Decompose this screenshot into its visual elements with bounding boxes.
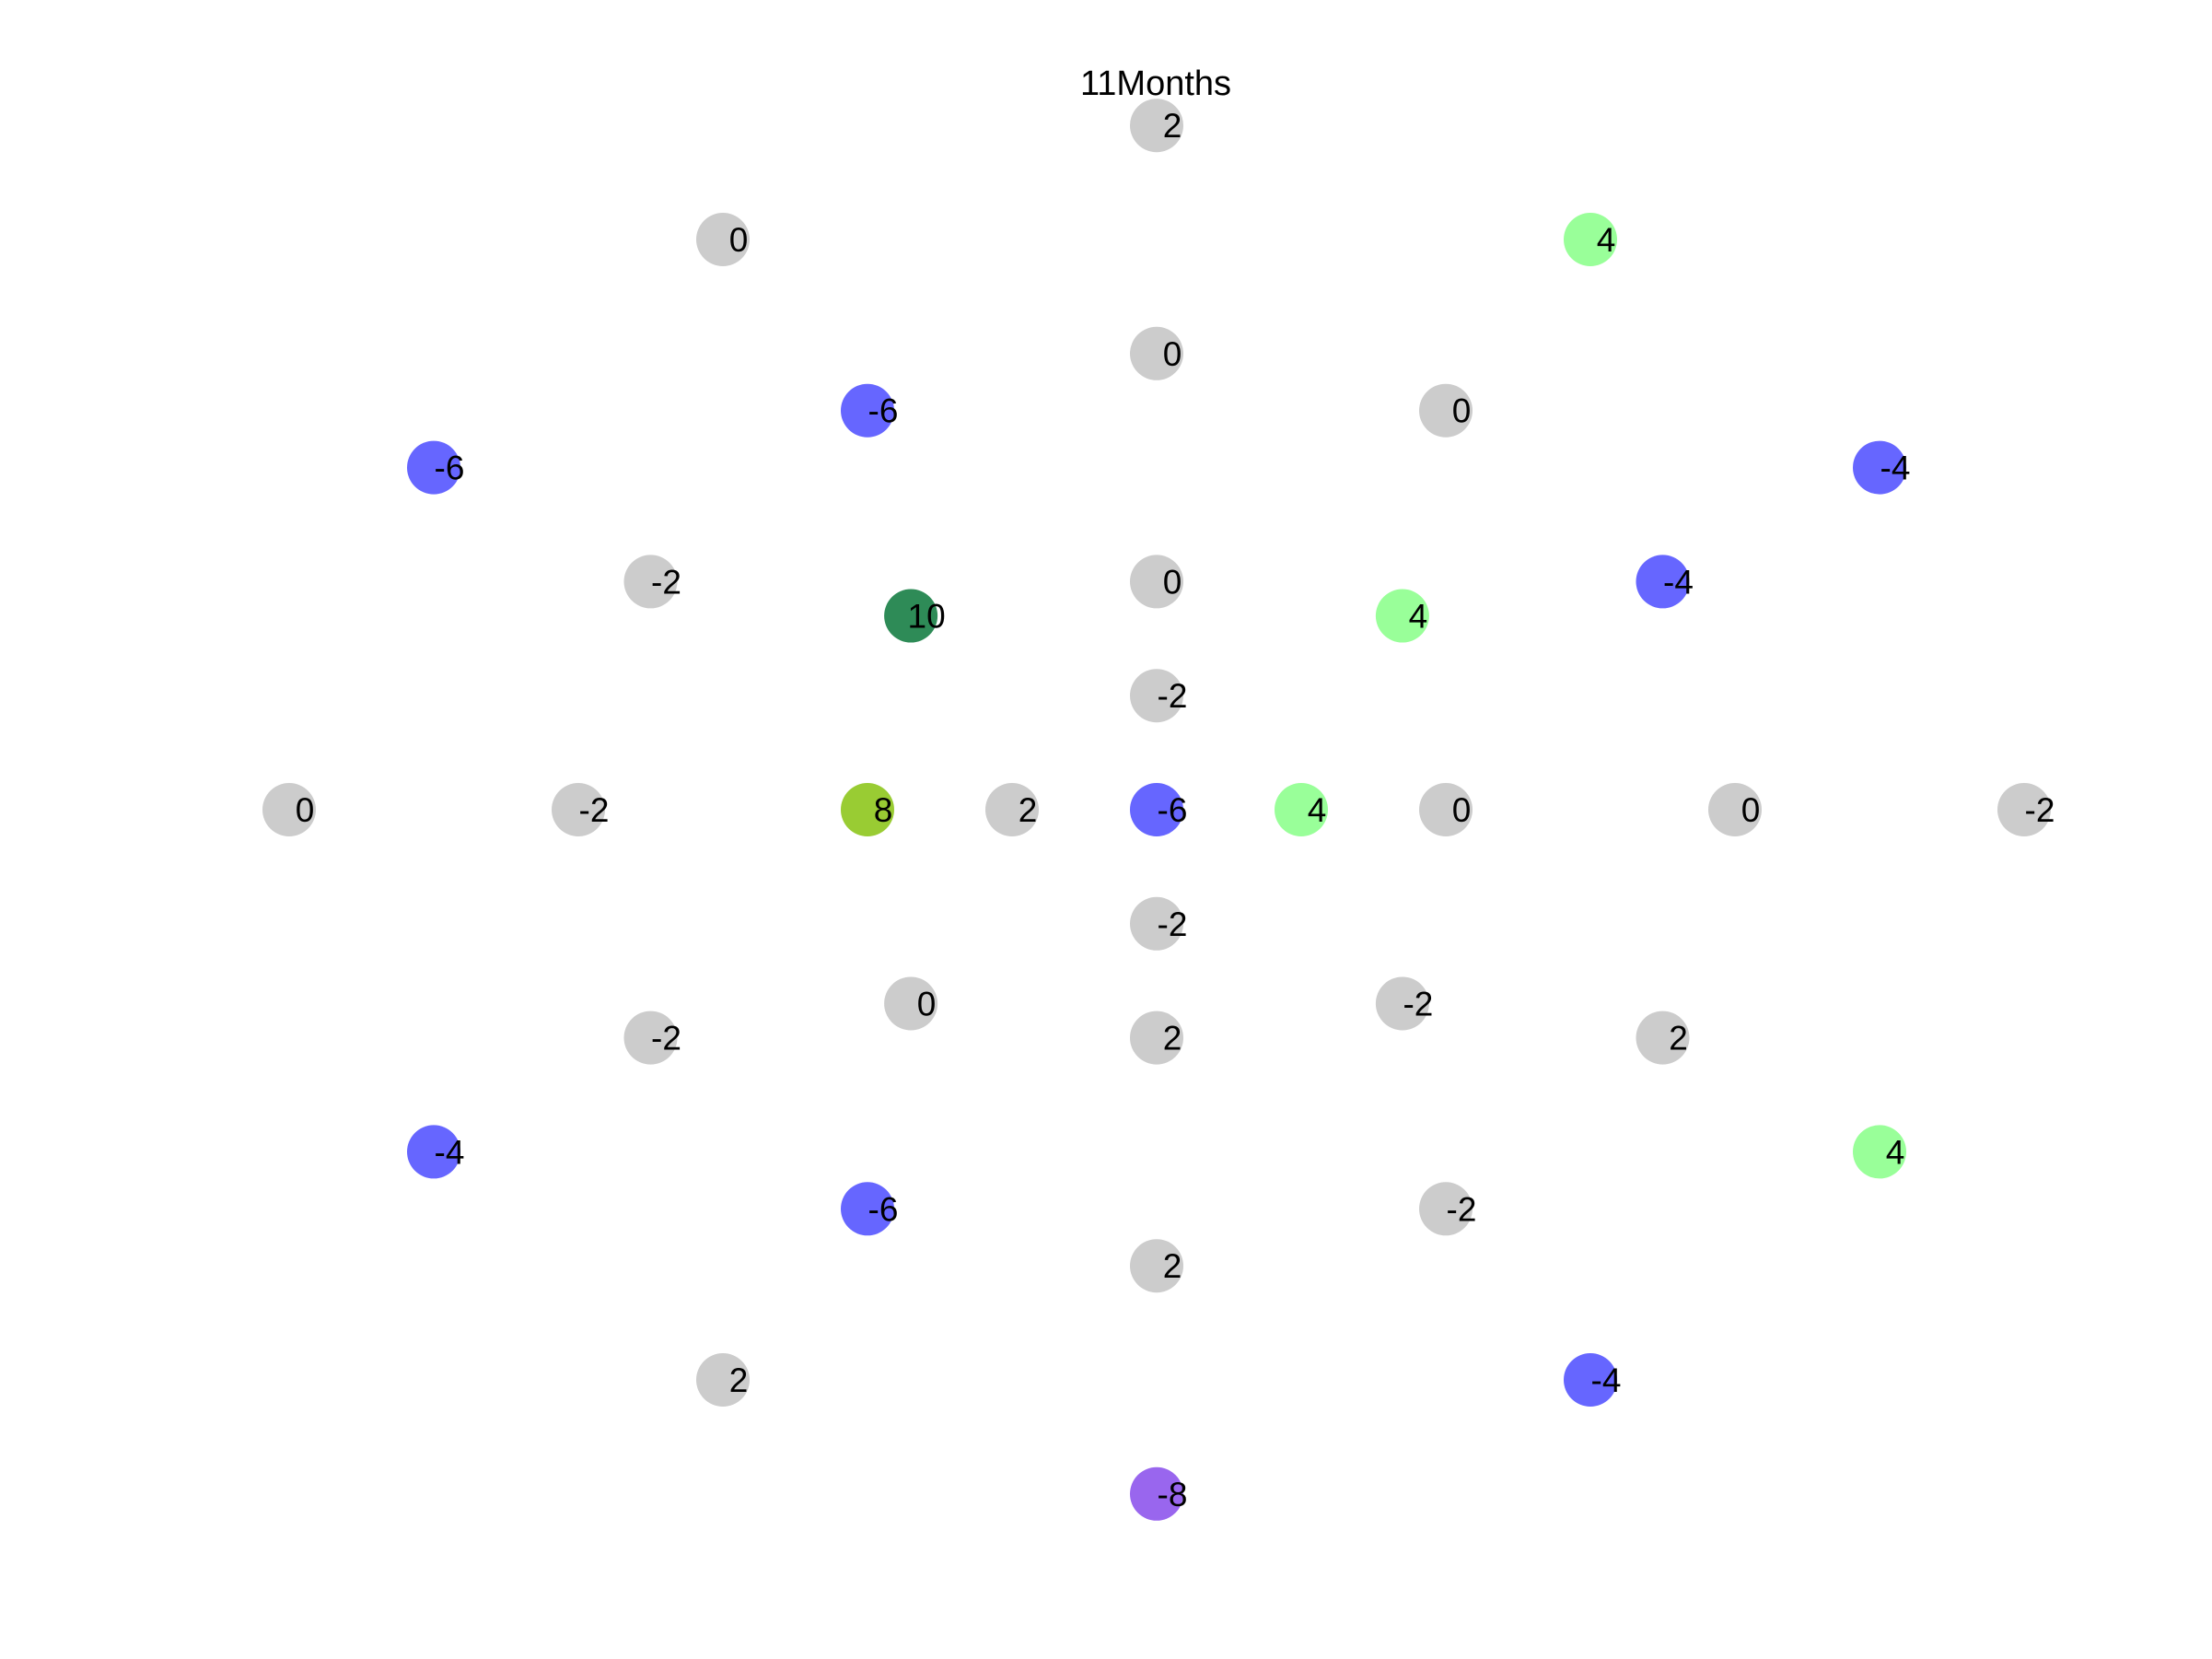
point-marker-33 [1130,1239,1183,1293]
point-label-9: 0 [1163,563,1182,601]
point-marker-5 [1419,383,1473,438]
point-marker-19 [1275,783,1328,836]
point-marker-30 [1853,1125,1906,1179]
point-marker-9 [1130,555,1183,609]
point-label-30: 4 [1886,1133,1905,1171]
point-marker-0 [1130,99,1183,153]
point-marker-17 [985,783,1039,836]
point-label-5: 0 [1452,392,1472,430]
point-marker-11 [884,589,938,643]
point-label-15: -2 [579,791,610,829]
point-marker-10 [1636,555,1690,609]
point-label-24: 0 [917,985,937,1022]
chart-title: 11Months [1080,64,1231,103]
point-label-23: -2 [1158,905,1188,943]
point-label-27: 2 [1163,1020,1182,1057]
point-marker-25 [1375,976,1429,1031]
point-label-12: 4 [1409,598,1428,636]
point-marker-35 [1564,1353,1617,1407]
point-label-35: -4 [1591,1361,1622,1399]
point-marker-36 [1130,1466,1183,1521]
point-label-6: -6 [435,450,465,487]
point-marker-14 [262,783,316,836]
point-marker-20 [1419,783,1473,836]
point-label-20: 0 [1452,791,1472,829]
point-marker-3 [1130,326,1183,380]
point-label-25: -2 [1403,985,1433,1022]
point-label-1: 0 [729,221,749,259]
points-layer: 2 0 4 0 -6 0 -6 -4 -2 0 -4 10 4 -2 0 -2 8 2 -6 4 0 0 -2 -2 0 -2 -2… [262,99,2055,1521]
point-label-17: 2 [1019,791,1038,829]
point-label-16: 8 [874,791,893,829]
point-label-8: -2 [651,563,681,601]
point-label-22: -2 [2025,791,2055,829]
point-label-31: -6 [868,1190,899,1228]
point-marker-26 [623,1011,678,1065]
point-label-33: 2 [1163,1247,1182,1285]
point-label-19: 4 [1308,791,1327,829]
point-marker-31 [841,1182,894,1236]
point-label-28: 2 [1669,1020,1688,1057]
point-label-21: 0 [1741,791,1761,829]
point-marker-29 [407,1125,460,1179]
point-label-32: -2 [1447,1190,1477,1228]
point-label-18: -6 [1158,791,1188,829]
point-label-2: 4 [1597,221,1616,259]
point-label-26: -2 [651,1020,681,1057]
point-marker-7 [1853,440,1906,495]
point-marker-15 [552,783,605,836]
point-marker-8 [623,555,678,609]
point-marker-2 [1564,213,1617,266]
point-marker-34 [696,1353,750,1407]
point-label-14: 0 [296,791,315,829]
point-marker-13 [1130,669,1183,723]
point-label-29: -4 [435,1133,465,1171]
point-marker-32 [1419,1182,1473,1236]
point-marker-4 [841,383,894,438]
point-marker-22 [1997,783,2051,836]
point-label-10: -4 [1663,563,1694,601]
point-marker-28 [1636,1011,1690,1065]
point-marker-18 [1130,783,1183,836]
point-marker-27 [1130,1011,1183,1065]
point-label-36: -8 [1158,1476,1188,1513]
point-marker-6 [407,440,460,495]
point-label-4: -6 [868,392,899,430]
point-marker-16 [841,783,894,836]
point-label-11: 10 [908,598,946,636]
point-label-7: -4 [1880,450,1911,487]
point-marker-1 [696,213,750,266]
point-label-3: 0 [1163,335,1182,373]
point-label-0: 2 [1163,107,1182,145]
point-marker-23 [1130,896,1183,951]
point-marker-24 [884,976,938,1031]
point-marker-21 [1708,783,1762,836]
point-label-13: -2 [1158,677,1188,715]
point-marker-12 [1375,589,1429,643]
point-label-34: 2 [729,1361,749,1399]
